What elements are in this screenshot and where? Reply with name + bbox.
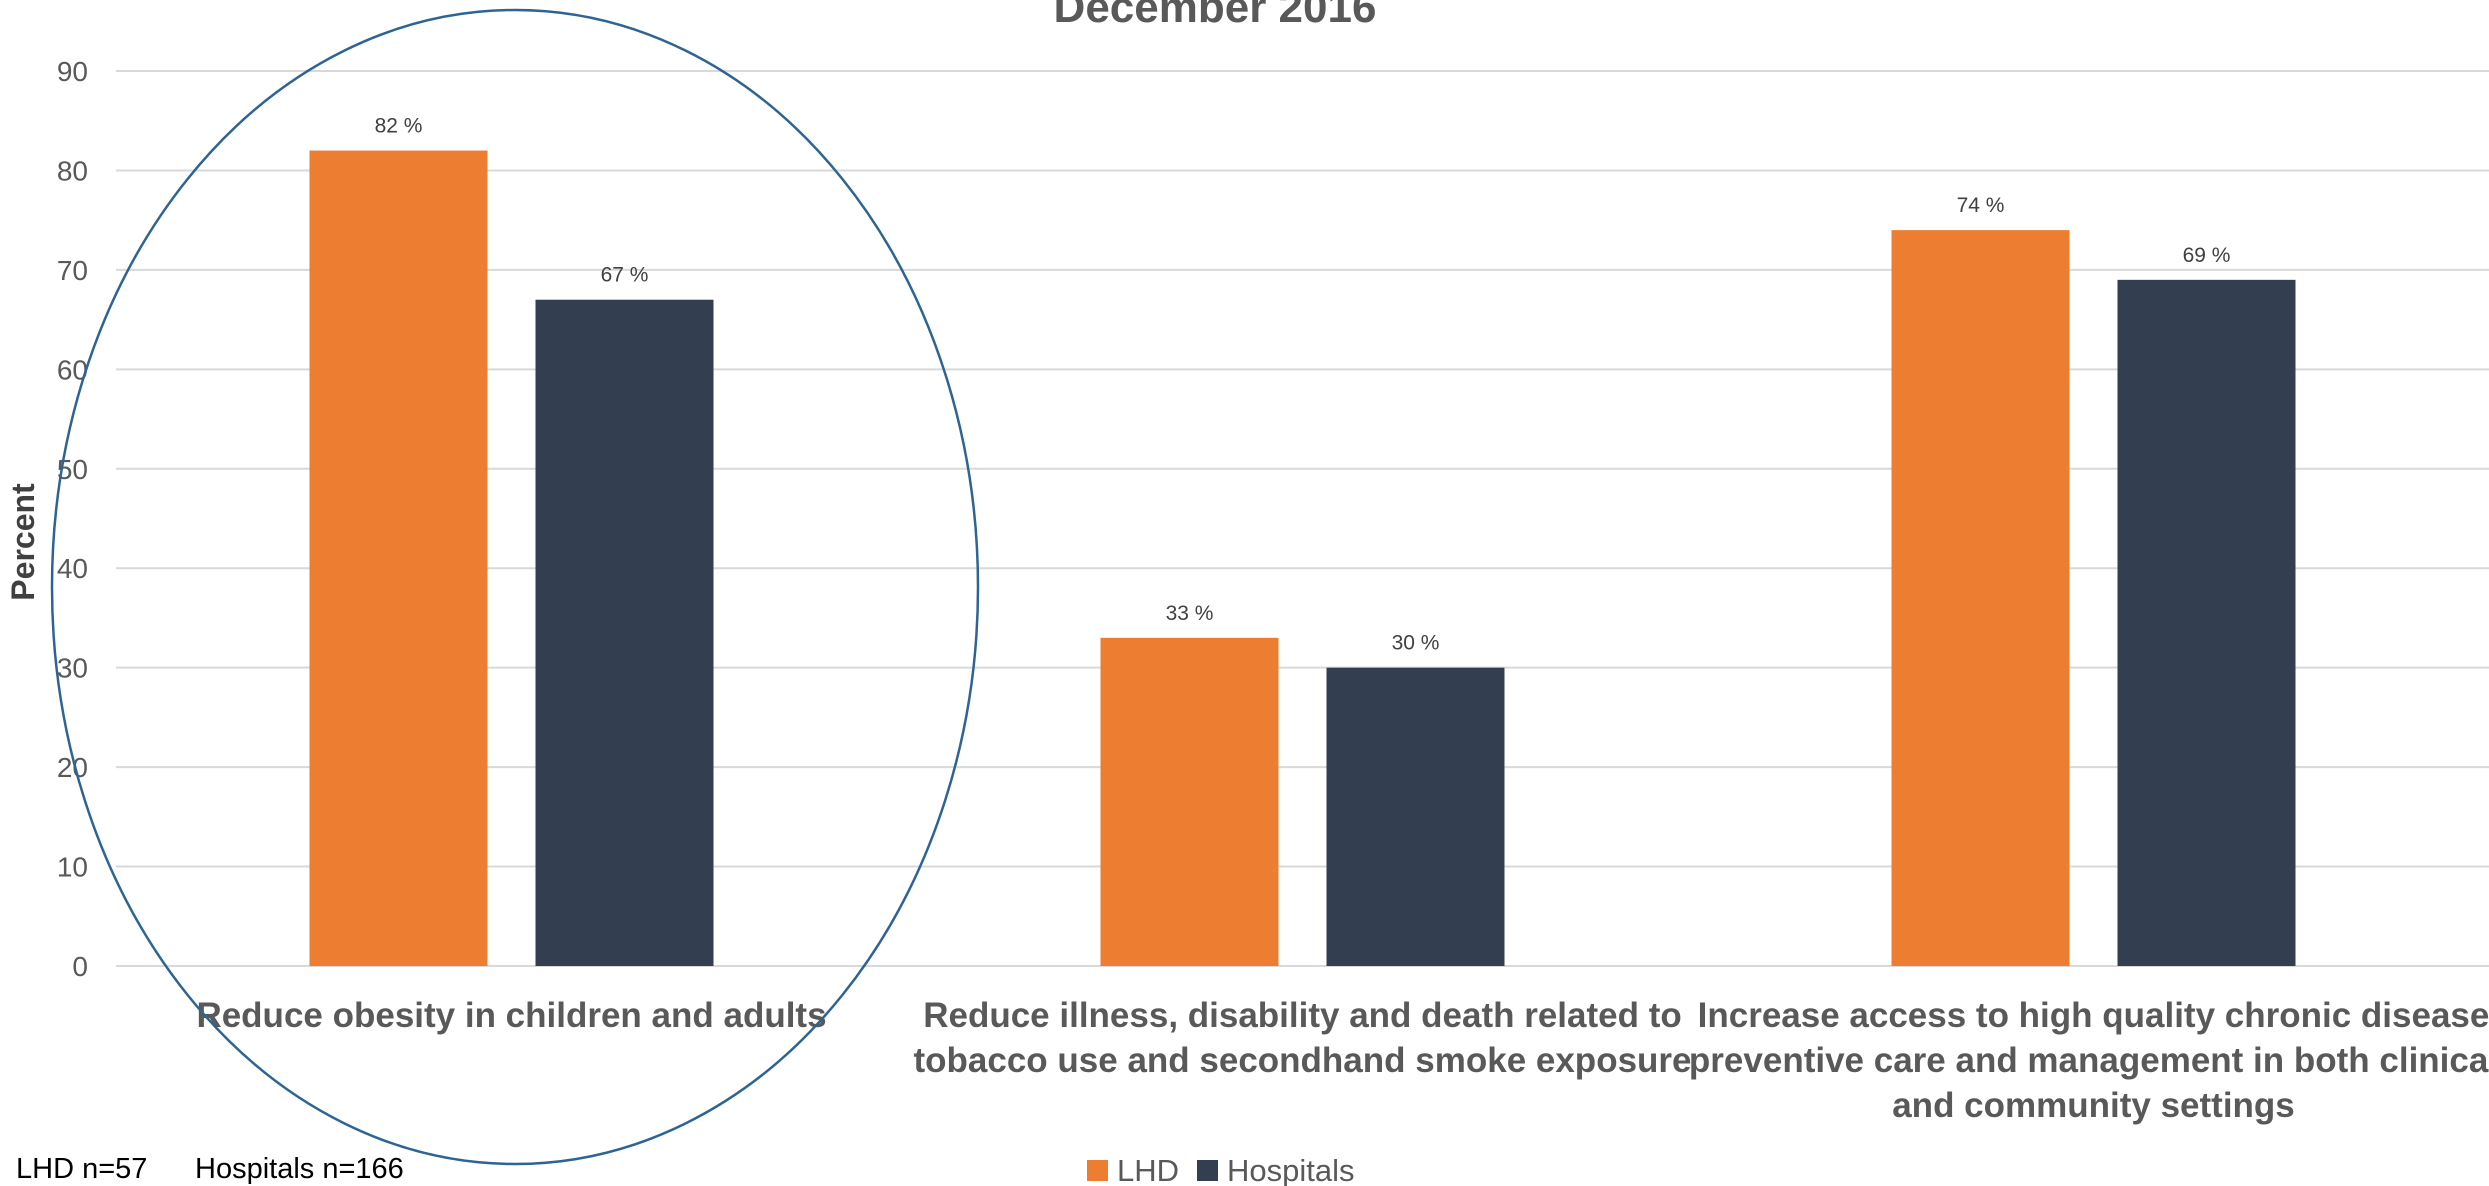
y-axis-label: Percent — [5, 483, 41, 601]
category-label: preventive care and management in both c… — [1689, 1041, 2489, 1080]
y-tick-label: 70 — [57, 255, 88, 286]
data-label: 30 % — [1392, 632, 1440, 655]
legend-label-hospitals: Hospitals — [1227, 1153, 1355, 1186]
category-label: Reduce illness, disability and death rel… — [923, 996, 1682, 1035]
bar-lhd-2 — [1891, 230, 2070, 967]
y-tick-label: 40 — [57, 553, 88, 584]
category-labels: Reduce obesity in children and adults Red… — [196, 996, 2489, 1125]
category-label: and community settings — [1892, 1086, 2295, 1125]
y-tick-label: 10 — [57, 852, 88, 883]
data-label: 33 % — [1166, 602, 1214, 625]
legend-swatch-lhd — [1087, 1160, 1108, 1181]
bar-lhd-1 — [1100, 637, 1279, 966]
footnote-hospitals-count: Hospitals n=166 — [195, 1153, 404, 1185]
data-label: 82 % — [375, 115, 423, 138]
footnote-lhd-count: LHD n=57 — [16, 1153, 147, 1185]
y-tick-label: 30 — [57, 653, 88, 684]
bar-hospitals-1 — [1326, 667, 1505, 966]
category-label: Reduce obesity in children and adults — [196, 996, 826, 1035]
bars — [309, 150, 2296, 967]
data-label: 67 % — [601, 264, 649, 287]
data-labels: 82 % 67 % 33 % 30 % 74 % 69 % — [375, 115, 2231, 655]
chart-title: December 2016 — [1054, 0, 1377, 32]
bar-lhd-0 — [309, 150, 488, 967]
category-label: Increase access to high quality chronic … — [1698, 996, 2489, 1035]
category-label: tobacco use and secondhand smoke exposur… — [914, 1041, 1692, 1080]
y-tick-label: 80 — [57, 155, 88, 186]
highlight-ellipse — [50, 8, 980, 1166]
legend-label-lhd: LHD — [1117, 1153, 1179, 1186]
gridlines — [116, 70, 2489, 967]
y-tick-label: 90 — [57, 56, 88, 87]
data-label: 69 % — [2183, 244, 2231, 267]
bar-hospitals-2 — [2117, 279, 2296, 966]
y-tick-label: 0 — [72, 951, 88, 982]
legend-swatch-hospitals — [1197, 1160, 1218, 1181]
bar-hospitals-0 — [535, 299, 714, 966]
legend: LHD Hospitals — [1087, 1153, 1355, 1186]
data-label: 74 % — [1957, 194, 2005, 217]
